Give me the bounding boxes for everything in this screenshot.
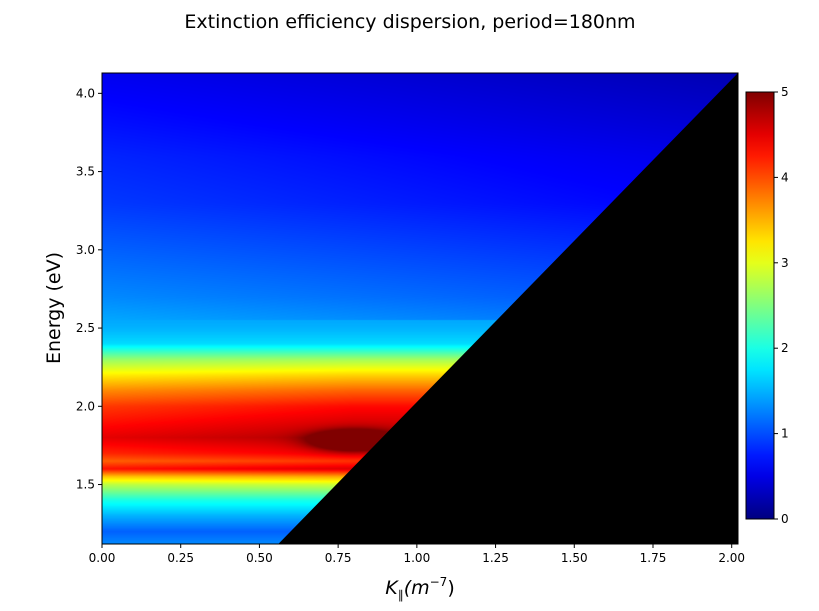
x-tick-label: 1.00 [403, 551, 430, 565]
y-tick-label: 1.5 [76, 478, 95, 492]
y-tick-label: 3.0 [76, 243, 95, 257]
colorbar-tick-label: 4 [781, 170, 789, 184]
x-axis-label-unit-open: (m [404, 577, 430, 599]
y-axis: 1.5 2.0 2.5 3.0 3.5 4.0 [76, 86, 102, 492]
x-tick-label: 0.50 [246, 551, 273, 565]
y-tick-label: 2.5 [76, 321, 95, 335]
x-axis-label-main: K [385, 577, 399, 599]
y-tick-label: 2.0 [76, 399, 95, 413]
x-tick-label: 1.75 [640, 551, 667, 565]
x-axis-label: K∥(m−7) [385, 575, 455, 602]
plot-frame [101, 72, 739, 545]
x-tick-label: 1.25 [482, 551, 509, 565]
x-axis: 0.00 0.25 0.50 0.75 1.00 1.25 1.50 1.75 2.00 [89, 544, 745, 565]
y-tick-label: 3.5 [76, 165, 95, 179]
y-tick-label: 4.0 [76, 86, 95, 100]
colorbar-tick-label: 0 [781, 512, 789, 526]
x-tick-label: 1.50 [561, 551, 588, 565]
colorbar-tick-label: 2 [781, 341, 789, 355]
colorbar: 0 1 2 3 4 5 [745, 85, 789, 526]
chart-title: Extinction efficiency dispersion, period… [184, 11, 635, 33]
y-axis-label: Energy (eV) [43, 252, 65, 364]
x-axis-label-unit-close: ) [447, 577, 454, 599]
colorbar-gradient [745, 91, 775, 520]
colorbar-tick-label: 1 [781, 427, 789, 441]
masked-region [278, 73, 738, 544]
x-axis-label-unit-exp: −7 [430, 575, 448, 589]
colorbar-ticks: 0 1 2 3 4 5 [774, 85, 789, 526]
colorbar-tick-label: 5 [781, 85, 789, 99]
x-tick-label: 0.25 [167, 551, 194, 565]
x-tick-label: 2.00 [718, 551, 745, 565]
x-tick-label: 0.75 [325, 551, 352, 565]
x-tick-label: 0.00 [89, 551, 116, 565]
plot-area [101, 72, 739, 545]
x-axis-label-sub: ∥ [398, 588, 404, 602]
colorbar-tick-label: 3 [781, 256, 789, 270]
